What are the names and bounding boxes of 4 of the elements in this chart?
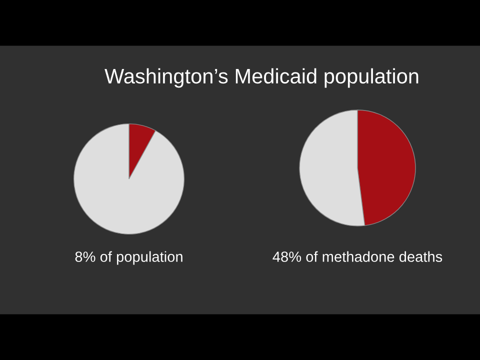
- pie-slice: [73, 123, 185, 235]
- text: Washington’s Medicaid population: [104, 68, 418, 88]
- text: 48% of methadone deaths: [272, 251, 442, 262]
- text: 8% of population: [75, 251, 182, 265]
